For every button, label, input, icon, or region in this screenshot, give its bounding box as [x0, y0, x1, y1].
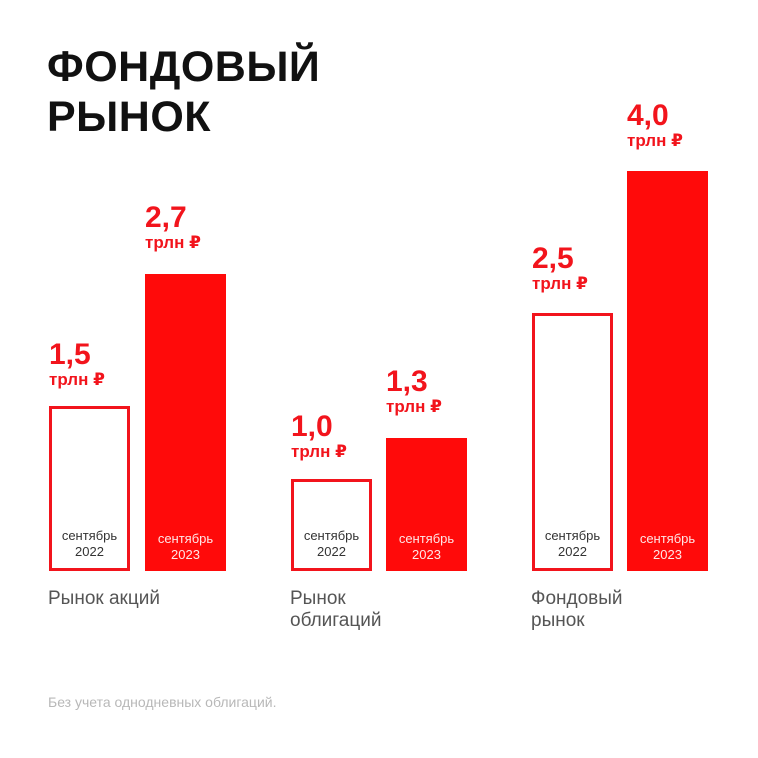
bar-month: сентябрь: [544, 528, 601, 543]
bar-month: сентябрь: [398, 531, 455, 546]
value-label: 4,0 трлн ₽: [627, 101, 683, 151]
bar-2022: сентябрь 2022: [291, 479, 372, 571]
category-line: Фондовый: [531, 588, 623, 609]
page-title: ФОНДОВЫЙ РЫНОК: [47, 42, 320, 142]
bar-year: 2022: [317, 544, 346, 559]
bar-month: сентябрь: [61, 528, 118, 543]
bar-year: 2023: [412, 547, 441, 562]
bar-2023: сентябрь 2023: [386, 438, 467, 571]
bar-2023: сентябрь 2023: [627, 171, 708, 571]
value-unit: трлн ₽: [145, 233, 201, 252]
value-number: 2,7: [145, 201, 187, 234]
category-line: рынок: [531, 610, 585, 631]
bar-month: сентябрь: [303, 528, 360, 543]
category-line: облигаций: [290, 610, 382, 631]
category-label: Фондовый рынок: [531, 588, 623, 632]
value-number: 4,0: [627, 99, 669, 132]
value-unit: трлн ₽: [49, 370, 105, 389]
value-number: 1,0: [291, 410, 333, 443]
bar-year: 2022: [75, 544, 104, 559]
value-unit: трлн ₽: [532, 274, 588, 293]
bar-month: сентябрь: [157, 531, 214, 546]
bar-2022: сентябрь 2022: [49, 406, 130, 571]
value-label: 1,5 трлн ₽: [49, 340, 105, 390]
value-unit: трлн ₽: [627, 131, 683, 150]
value-label: 2,5 трлн ₽: [532, 244, 588, 294]
title-line-2: РЫНОК: [47, 93, 212, 141]
value-unit: трлн ₽: [291, 442, 347, 461]
bar-2023: сентябрь 2023: [145, 274, 226, 571]
value-number: 1,5: [49, 338, 91, 371]
value-number: 2,5: [532, 242, 574, 275]
value-label: 1,3 трлн ₽: [386, 367, 442, 417]
value-label: 2,7 трлн ₽: [145, 203, 201, 253]
category-line: Рынок акций: [48, 588, 160, 609]
bar-year: 2023: [653, 547, 682, 562]
bar-month: сентябрь: [639, 531, 696, 546]
title-line-1: ФОНДОВЫЙ: [47, 43, 321, 91]
value-number: 1,3: [386, 365, 428, 398]
category-label: Рынок акций: [48, 588, 160, 610]
bar-2022: сентябрь 2022: [532, 313, 613, 571]
category-label: Рынок облигаций: [290, 588, 381, 632]
bar-year: 2022: [558, 544, 587, 559]
category-line: Рынок: [290, 588, 346, 609]
footnote: Без учета однодневных облигаций.: [48, 694, 277, 710]
value-label: 1,0 трлн ₽: [291, 412, 347, 462]
value-unit: трлн ₽: [386, 397, 442, 416]
bar-year: 2023: [171, 547, 200, 562]
